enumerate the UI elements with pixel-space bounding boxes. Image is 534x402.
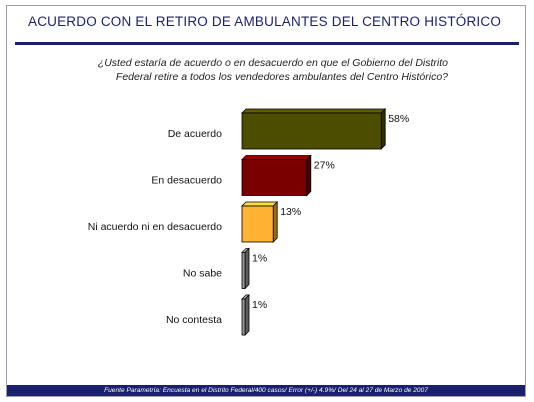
value-label-no-sabe: 1%	[252, 253, 267, 265]
bar-side-no-sabe	[244, 247, 250, 290]
bar-no-contesta	[241, 298, 246, 336]
category-label-ni-acuerdo-ni-en-desacuerdo: Ni acuerdo ni en desacuerdo	[88, 221, 222, 233]
bar-top-en-desacuerdo	[241, 155, 312, 160]
title-divider	[15, 42, 519, 45]
page-title: ACUERDO CON EL RETIRO DE AMBULANTES DEL …	[28, 14, 502, 29]
value-label-de-acuerdo: 58%	[388, 113, 409, 125]
value-label-ni-acuerdo-ni-en-desacuerdo: 13%	[280, 206, 301, 218]
bar-no-sabe	[241, 252, 246, 289]
chart-frame	[6, 5, 526, 397]
bar-side-en-desacuerdo	[306, 154, 312, 197]
value-label-en-desacuerdo: 27%	[314, 160, 335, 172]
bar-de-acuerdo	[241, 112, 382, 150]
survey-question: ¿Usted estaría de acuerdo o en desacuerd…	[97, 57, 448, 83]
bar-top-de-acuerdo	[241, 108, 387, 114]
value-label-no-contesta: 1%	[252, 299, 267, 311]
bar-top-ni-acuerdo-ni-en-desacuerdo	[241, 201, 279, 207]
bar-ni-acuerdo-ni-en-desacuerdo	[241, 205, 274, 243]
bar-side-ni-acuerdo-ni-en-desacuerdo	[272, 201, 278, 243]
source-footer: Fuente Parametría: Encuesta en el Distri…	[7, 385, 525, 396]
category-label-no-contesta: No contesta	[166, 314, 222, 326]
category-label-en-desacuerdo: En desacuerdo	[151, 175, 222, 187]
category-label-no-sabe: No sabe	[183, 268, 222, 280]
bar-side-no-contesta	[244, 294, 250, 336]
bar-side-de-acuerdo	[380, 108, 386, 150]
category-label-de-acuerdo: De acuerdo	[168, 128, 222, 140]
bar-en-desacuerdo	[241, 159, 308, 196]
